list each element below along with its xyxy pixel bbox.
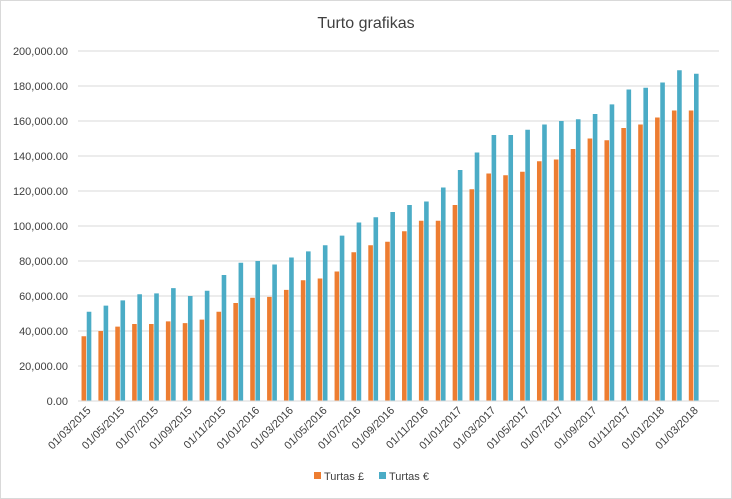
bar [306, 251, 311, 402]
y-tick-label: 0.00 [47, 396, 68, 408]
bar [469, 189, 475, 401]
bar [486, 173, 491, 401]
bar [221, 275, 227, 401]
bar [671, 110, 677, 401]
bar [536, 161, 542, 401]
bar [457, 170, 463, 401]
bar [255, 261, 261, 401]
legend-label: Turtas £ [324, 471, 364, 483]
bar [339, 235, 345, 402]
bar [81, 336, 87, 401]
bar [356, 222, 362, 401]
bar [587, 138, 593, 401]
y-axis-ticks: 0.00 20,000.00 40,000.00 60,000.00 80,000.00… [13, 46, 68, 408]
bar [503, 175, 508, 401]
y-tick-label: 100,000.00 [13, 221, 68, 233]
bar [165, 321, 171, 402]
bar [677, 70, 682, 401]
bar [435, 220, 441, 401]
y-tick-label: 60,000.00 [19, 291, 68, 303]
bar [621, 128, 626, 401]
bar [474, 152, 480, 401]
bar [525, 129, 530, 401]
bar [115, 326, 120, 402]
bar [694, 73, 699, 401]
bar [553, 159, 559, 401]
legend-label: Turtas € [389, 471, 429, 483]
bar [300, 280, 306, 401]
bar [120, 300, 126, 402]
x-axis-ticks: 01/03/201501/05/201501/07/201501/09/2015… [46, 405, 701, 452]
y-tick-label: 120,000.00 [13, 186, 68, 198]
bar [132, 324, 137, 401]
bar [216, 311, 222, 401]
bar [199, 319, 205, 402]
bar [592, 114, 598, 401]
bar [570, 149, 576, 401]
bar [402, 231, 407, 401]
y-tick-label: 180,000.00 [13, 81, 68, 93]
bar [289, 257, 294, 401]
y-tick-label: 40,000.00 [19, 326, 68, 338]
y-tick-label: 160,000.00 [13, 116, 68, 128]
legend-swatch [379, 472, 386, 479]
bar [351, 252, 357, 401]
y-tick-label: 140,000.00 [13, 151, 68, 163]
bar [182, 323, 188, 402]
bar [559, 121, 564, 401]
chart-title: Turto grafikas [317, 15, 414, 32]
bar [86, 311, 92, 401]
bar [609, 104, 615, 402]
bar [542, 124, 547, 401]
legend: Turtas £ Turtas € [314, 471, 429, 483]
bar [655, 117, 660, 401]
bar [643, 87, 648, 401]
bar [283, 289, 289, 402]
bar [137, 294, 142, 401]
bar [317, 278, 323, 401]
bar [272, 264, 277, 401]
bar [187, 296, 193, 401]
bar [385, 241, 390, 401]
bar [508, 135, 514, 401]
bar [334, 271, 340, 401]
bar [373, 217, 379, 401]
bar [267, 296, 272, 402]
bar [575, 119, 581, 401]
bar [149, 324, 154, 401]
bar [688, 110, 694, 401]
bar [390, 212, 395, 401]
bar [418, 220, 424, 401]
bar [322, 245, 328, 401]
bar [440, 187, 446, 401]
bar [407, 205, 412, 401]
bar [660, 82, 665, 401]
bar [626, 89, 632, 401]
bar [103, 305, 109, 402]
y-tick-label: 20,000.00 [19, 361, 68, 373]
bar [238, 262, 244, 401]
y-tick-label: 80,000.00 [19, 256, 68, 268]
bar [250, 297, 255, 401]
bars [81, 70, 699, 402]
bar [452, 205, 458, 401]
bar [368, 245, 373, 401]
bar [638, 124, 643, 401]
bar [233, 303, 238, 401]
bar [171, 288, 176, 402]
bar [424, 201, 429, 401]
bar [520, 171, 525, 401]
legend-swatch [314, 472, 321, 479]
bar [604, 140, 610, 401]
bar [98, 331, 103, 401]
y-tick-label: 200,000.00 [13, 46, 68, 58]
bar [204, 290, 210, 401]
bar [491, 135, 497, 401]
bar [154, 293, 159, 402]
